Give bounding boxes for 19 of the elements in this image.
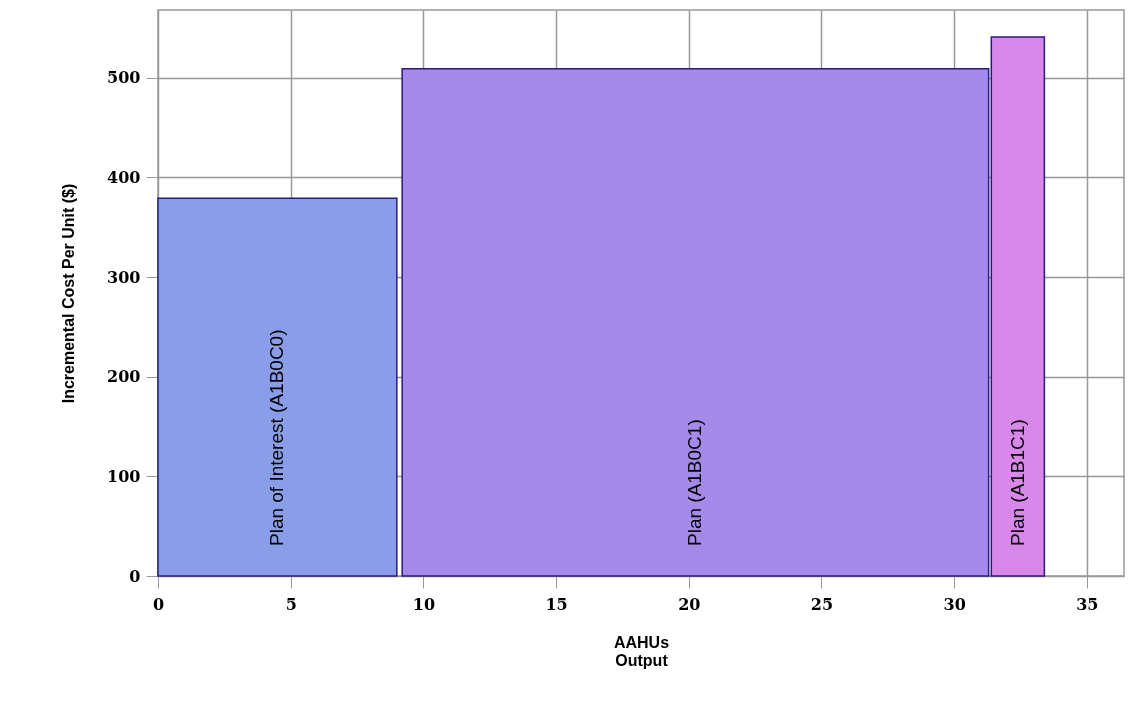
y-tick-label: 400 — [107, 167, 141, 187]
x-tick-label: 30 — [943, 594, 966, 614]
x-tick-label: 25 — [810, 594, 834, 614]
y-tick-label: 0 — [129, 566, 141, 586]
x-tick-label: 20 — [678, 594, 701, 614]
series-label: Plan (A1B1C1) — [1006, 419, 1028, 546]
series-label: Plan of Interest (A1B0C0) — [266, 329, 288, 546]
x-tick-label: 10 — [412, 594, 436, 614]
x-axis-title: AAHUs Output — [613, 633, 670, 669]
x-tick-label: 35 — [1076, 594, 1099, 614]
x-tick-label: 15 — [545, 594, 568, 614]
y-axis-title: Incremental Cost Per Unit ($) — [60, 183, 78, 404]
y-tick-label: 200 — [107, 367, 141, 387]
x-tick-label: 0 — [152, 594, 165, 614]
y-tick-label: 100 — [107, 466, 141, 486]
y-tick-label: 500 — [107, 68, 141, 88]
series-label: Plan (A1B0C1) — [684, 419, 706, 546]
x-tick-label: 5 — [285, 594, 297, 614]
y-tick-label: 300 — [107, 267, 141, 287]
